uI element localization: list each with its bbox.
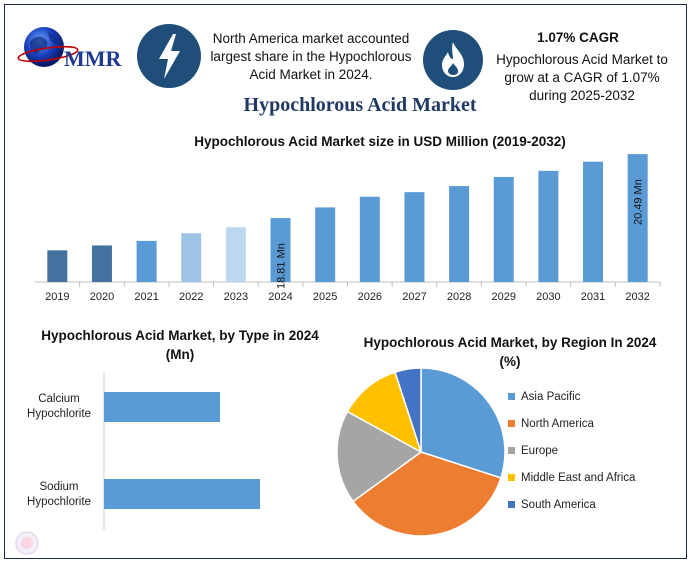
bar-2025 [315,207,336,282]
bar-2026 [359,196,380,282]
pie-slice-north-america [351,451,502,537]
bar-2031 [583,161,604,282]
legend-item-europe: Europe [508,445,558,457]
data-label-2024: 18.81 Mn [276,243,288,289]
x-tick-label: 2028 [447,291,471,303]
bar-2027 [404,192,425,282]
legend-item-middle-east-africa: Middle East and Africa [508,472,635,484]
legend-item-asia-pacific: Asia Pacific [508,391,580,403]
x-tick-label: 2020 [90,291,114,303]
flame-icon [423,30,483,90]
pie-slice-middle-east-and-africa [346,371,423,454]
main-title: Hypochlorous Acid Market [243,94,477,116]
data-label-2032: 20.49 Mn [633,179,645,225]
hbar-calcium-hypochlorite [104,392,220,422]
legend-swatch [508,447,515,455]
bar-2029 [493,176,514,282]
bar-2024 [270,218,291,282]
legend-item-north-america: North America [508,418,594,430]
x-tick-label: 2024 [268,291,292,303]
pie-slice-asia-pacific [420,367,506,479]
x-tick-label: 2030 [536,291,560,303]
logo: MMR [14,20,136,82]
x-tick-label: 2022 [179,291,203,303]
globe-logo-icon: MMR [17,27,123,71]
bar-2032 [627,154,648,282]
cagr-description: Hypochlorous Acid Market to grow at a CA… [496,52,668,103]
category-label-sodium: Sodium Hypochlorite [27,481,91,508]
bar-2020 [91,245,112,282]
type-chart-title: Hypochlorous Acid Market, by Type in 202… [41,328,319,362]
x-tick-label: 2029 [492,291,516,303]
bar-2028 [449,186,470,282]
bar-2022 [181,233,202,282]
svg-text:MMR: MMR [64,46,123,71]
x-tick-label: 2032 [625,291,649,303]
legend-item-south-america: South America [508,499,596,511]
bar-2023 [225,227,246,282]
bar-chart-title: Hypochlorous Acid Market size in USD Mil… [194,134,566,149]
legend-swatch [508,501,515,509]
pie-slice-south-america [394,367,422,453]
bar-2021 [136,240,157,282]
bar-2019 [47,250,68,282]
x-tick-label: 2031 [581,291,605,303]
legend-swatch [508,420,515,428]
legend-swatch [508,393,515,401]
lightning-bolt-icon [137,24,201,88]
bar-2030 [538,170,559,282]
pie-slice-europe [336,410,423,503]
x-tick-label: 2023 [224,291,248,303]
category-label-calcium: Calcium Hypochlorite [27,393,91,420]
x-tick-label: 2025 [313,291,337,303]
cagr-title: 1.07% CAGR [537,30,619,45]
hbar-sodium-hypochlorite [104,479,260,509]
legend-swatch [508,474,515,482]
x-tick-label: 2027 [402,291,426,303]
watermark-badge-icon [15,531,39,555]
region-chart-title: Hypochlorous Acid Market, by Region In 2… [363,335,657,369]
x-tick-label: 2021 [134,291,158,303]
x-tick-label: 2026 [358,291,382,303]
highlight-text-north-america: North America market accounted largest s… [210,31,412,82]
x-tick-label: 2019 [45,291,69,303]
